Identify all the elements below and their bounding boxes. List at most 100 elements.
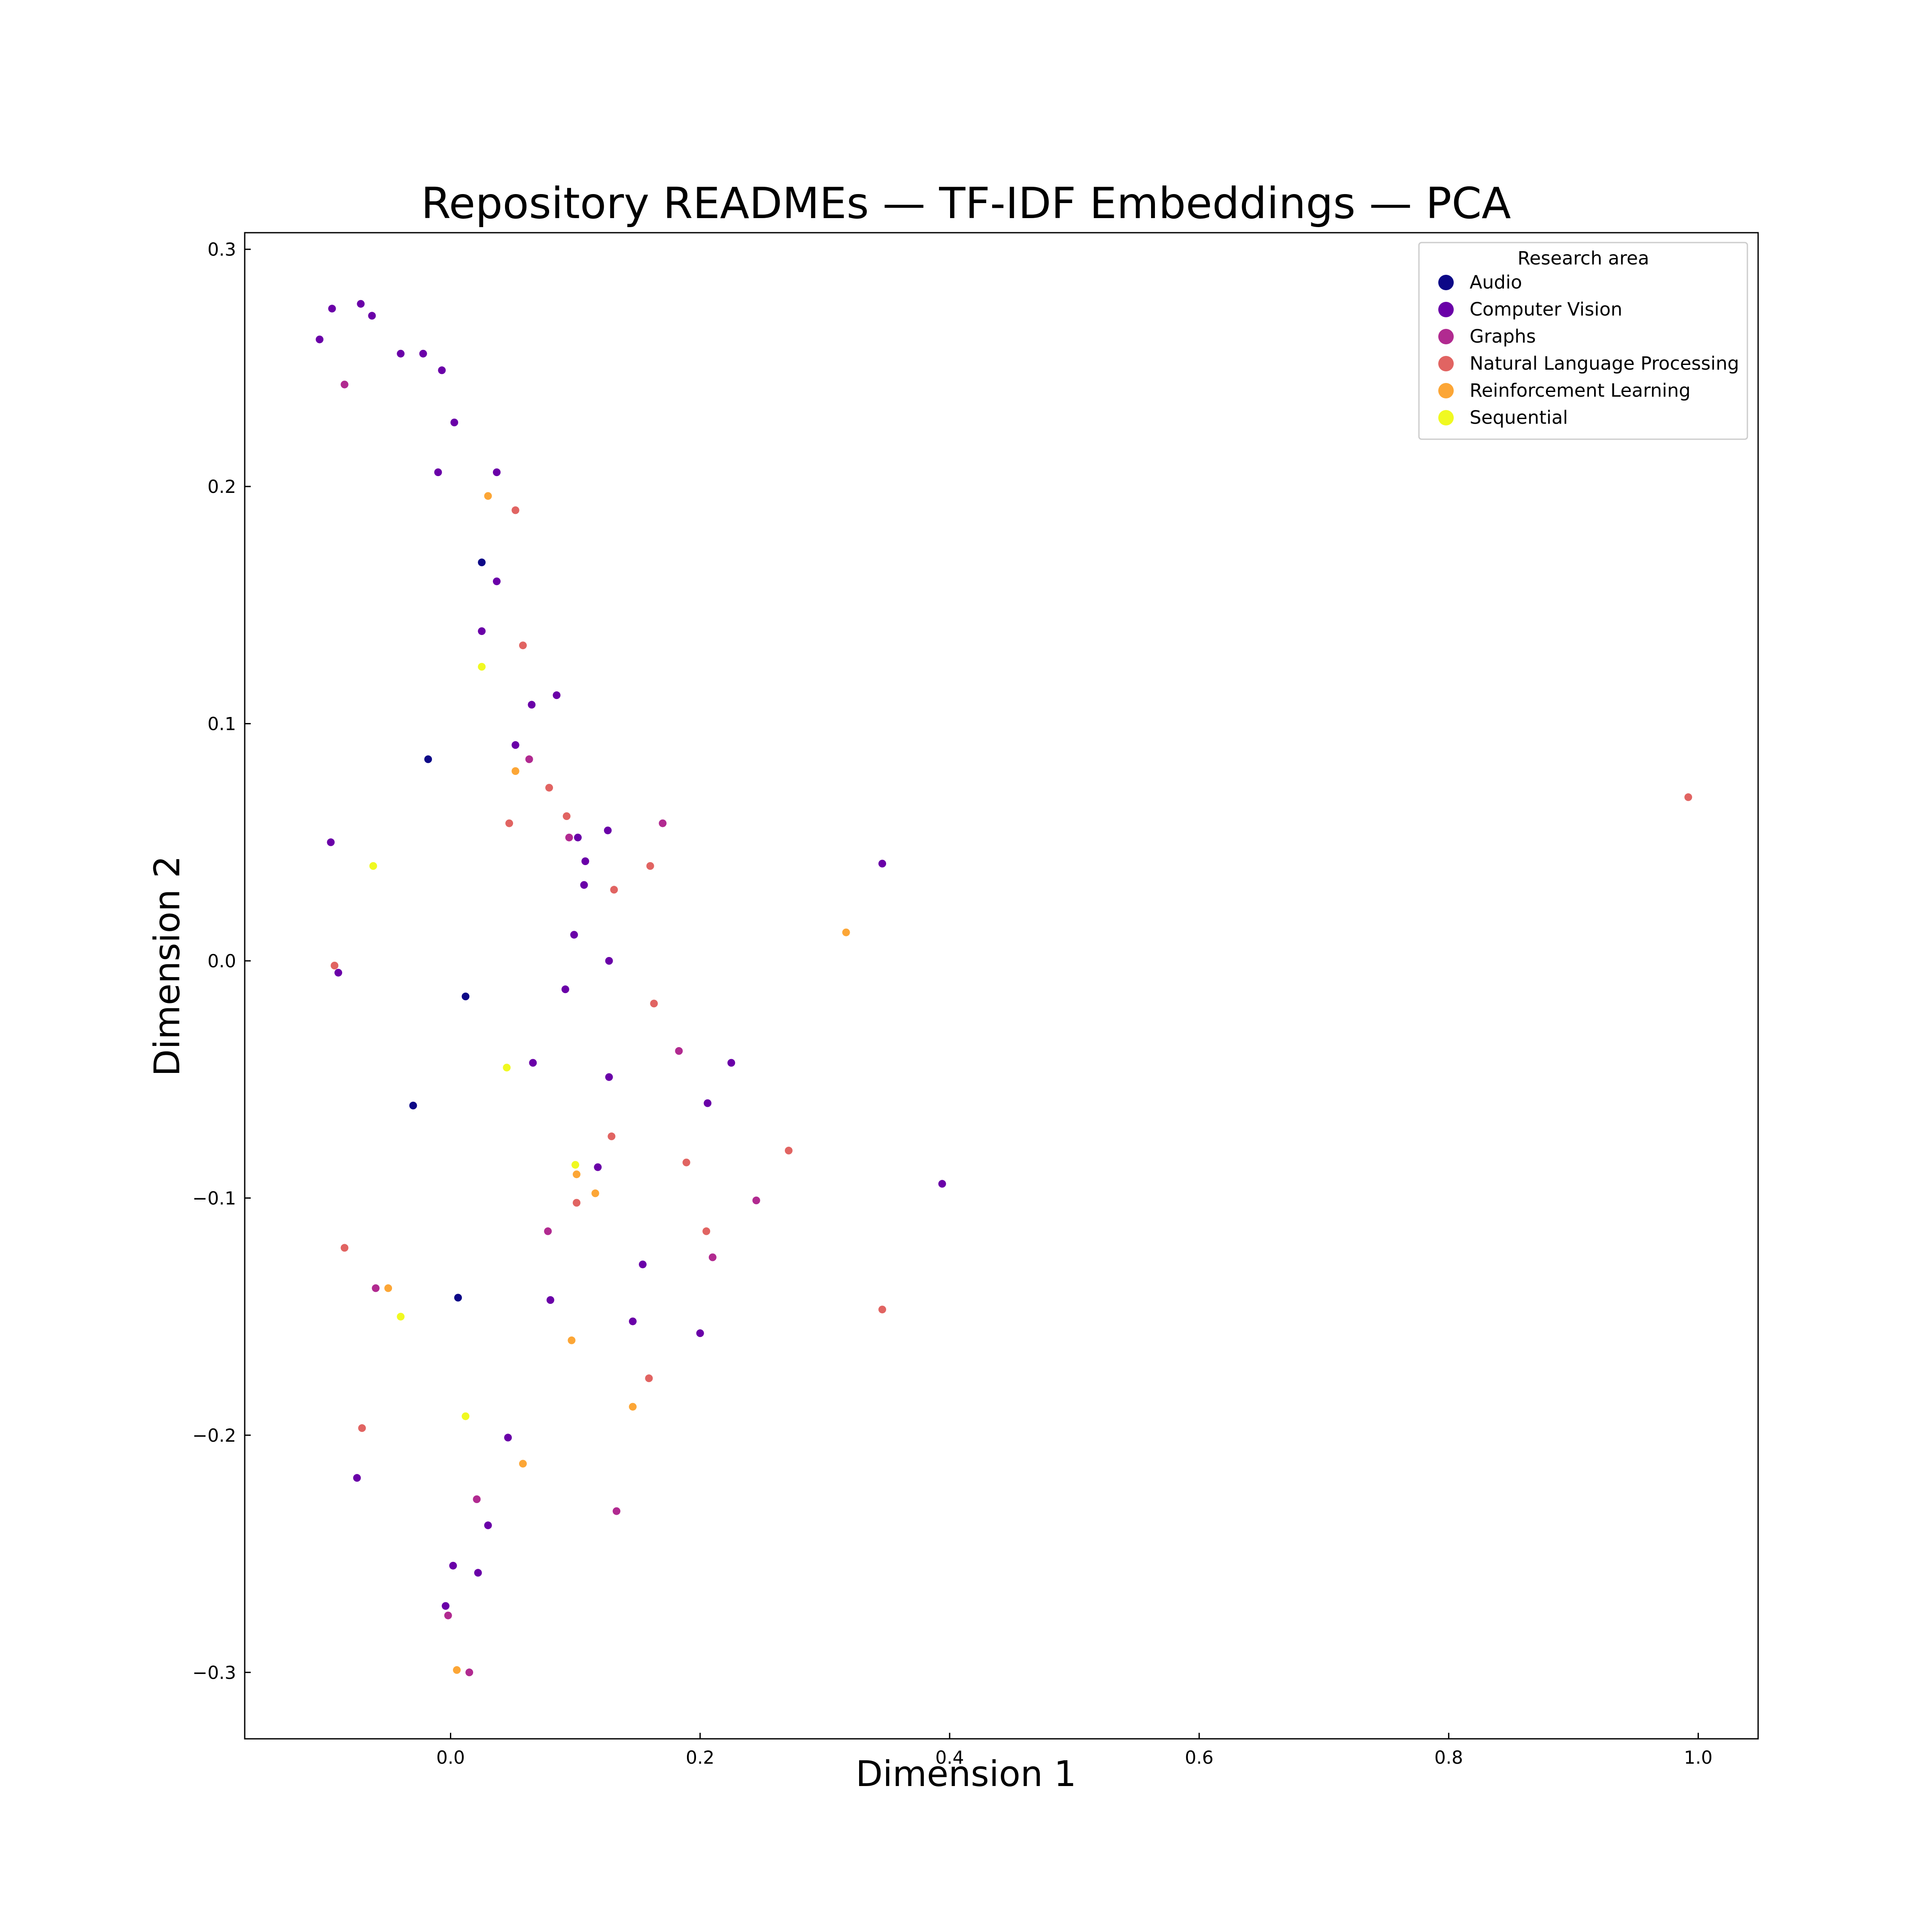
scatter-point bbox=[511, 506, 519, 514]
scatter-points bbox=[316, 300, 1692, 1677]
scatter-point bbox=[493, 577, 501, 586]
legend-marker bbox=[1438, 410, 1454, 425]
scatter-point bbox=[629, 1317, 637, 1325]
scatter-point bbox=[434, 468, 442, 476]
x-tick-label: 1.0 bbox=[1684, 1747, 1713, 1768]
scatter-point bbox=[519, 1460, 527, 1468]
scatter-point bbox=[478, 663, 486, 671]
legend-label: Sequential bbox=[1470, 407, 1568, 428]
scatter-point bbox=[409, 1102, 417, 1109]
legend-marker bbox=[1438, 275, 1454, 290]
legend-item: Sequential bbox=[1438, 407, 1568, 428]
scatter-point bbox=[646, 862, 654, 870]
scatter-point bbox=[645, 1374, 653, 1382]
scatter-point bbox=[591, 1189, 599, 1197]
scatter-point bbox=[561, 985, 569, 993]
scatter-point bbox=[474, 1569, 482, 1577]
scatter-point bbox=[449, 1561, 457, 1570]
scatter-point bbox=[682, 1158, 690, 1166]
scatter-point bbox=[478, 558, 486, 566]
legend-marker bbox=[1438, 383, 1454, 398]
legend-label: Natural Language Processing bbox=[1470, 353, 1739, 374]
scatter-point bbox=[444, 1611, 452, 1619]
scatter-point bbox=[357, 300, 365, 308]
series-natural-language-processing bbox=[331, 506, 1692, 1432]
x-tick-label: 0.2 bbox=[686, 1747, 714, 1768]
scatter-point bbox=[340, 1244, 349, 1252]
scatter-point bbox=[675, 1047, 683, 1055]
scatter-point bbox=[938, 1180, 946, 1188]
scatter-point bbox=[316, 335, 324, 343]
scatter-point bbox=[562, 812, 571, 820]
legend-marker bbox=[1438, 329, 1454, 344]
scatter-point bbox=[419, 349, 427, 358]
series-computer-vision bbox=[316, 300, 946, 1610]
chart-title: Repository READMEs — TF-IDF Embeddings —… bbox=[421, 178, 1511, 228]
scatter-point bbox=[547, 1296, 554, 1304]
scatter-point bbox=[493, 468, 501, 476]
scatter-point bbox=[503, 1063, 511, 1072]
scatter-point bbox=[704, 1099, 712, 1107]
legend-item: Reinforcement Learning bbox=[1438, 380, 1691, 401]
x-tick-label: 0.8 bbox=[1434, 1747, 1463, 1768]
scatter-point bbox=[528, 701, 536, 709]
scatter-point bbox=[519, 641, 527, 650]
scatter-point bbox=[727, 1059, 735, 1067]
x-tick-label: 0.6 bbox=[1185, 1747, 1214, 1768]
series-sequential bbox=[369, 663, 580, 1420]
scatter-point bbox=[453, 1666, 461, 1674]
scatter-point bbox=[785, 1146, 793, 1154]
scatter-point bbox=[571, 1161, 580, 1169]
scatter-point bbox=[696, 1329, 704, 1337]
scatter-point bbox=[573, 1170, 580, 1179]
legend: Research area Audio Computer Vision Graphs… bbox=[1418, 242, 1748, 440]
scatter-point bbox=[473, 1495, 481, 1503]
scatter-point bbox=[573, 1199, 580, 1207]
scatter-point bbox=[574, 833, 582, 841]
scatter-point bbox=[511, 767, 519, 775]
scatter-point bbox=[454, 1294, 462, 1302]
legend-title: Research area bbox=[1518, 248, 1649, 269]
legend-item: Graphs bbox=[1438, 326, 1536, 347]
scatter-point bbox=[650, 999, 658, 1008]
scatter-point bbox=[553, 691, 561, 699]
series-audio bbox=[409, 558, 486, 1302]
scatter-point bbox=[397, 349, 405, 358]
y-tick-label: −0.1 bbox=[192, 1188, 236, 1209]
legend-label: Graphs bbox=[1470, 326, 1536, 347]
scatter-point bbox=[581, 857, 589, 865]
x-tick-label: 0.0 bbox=[436, 1747, 465, 1768]
scatter-point bbox=[504, 1434, 512, 1442]
scatter-point bbox=[604, 826, 612, 835]
x-tick-label: 0.4 bbox=[936, 1747, 964, 1768]
scatter-point bbox=[570, 931, 578, 939]
scatter-point bbox=[842, 928, 850, 936]
scatter-point bbox=[639, 1261, 647, 1269]
scatter-point bbox=[545, 784, 553, 792]
legend-frame bbox=[1418, 242, 1748, 440]
scatter-point bbox=[505, 819, 513, 827]
scatter-point bbox=[384, 1284, 392, 1292]
scatter-point bbox=[702, 1227, 711, 1235]
scatter-point bbox=[438, 366, 446, 374]
scatter-point bbox=[544, 1227, 552, 1235]
scatter-point bbox=[358, 1424, 366, 1432]
y-tick-label: 0.2 bbox=[207, 476, 236, 497]
scatter-point bbox=[368, 312, 376, 320]
y-tick-label: 0.3 bbox=[207, 239, 236, 260]
y-tick-label: −0.3 bbox=[192, 1662, 236, 1683]
legend-marker bbox=[1438, 302, 1454, 317]
scatter-point bbox=[1684, 793, 1692, 801]
scatter-point bbox=[613, 1507, 620, 1515]
scatter-point bbox=[397, 1312, 405, 1321]
scatter-point bbox=[478, 627, 486, 635]
scatter-point bbox=[331, 962, 339, 969]
y-tick-label: −0.2 bbox=[192, 1425, 236, 1446]
scatter-point bbox=[605, 957, 613, 965]
scatter-point bbox=[629, 1403, 637, 1411]
scatter-point bbox=[878, 860, 886, 868]
scatter-point bbox=[462, 1412, 470, 1420]
legend-items: Audio Computer Vision Graphs Natural Langua… bbox=[1438, 272, 1739, 428]
scatter-point bbox=[424, 755, 432, 763]
